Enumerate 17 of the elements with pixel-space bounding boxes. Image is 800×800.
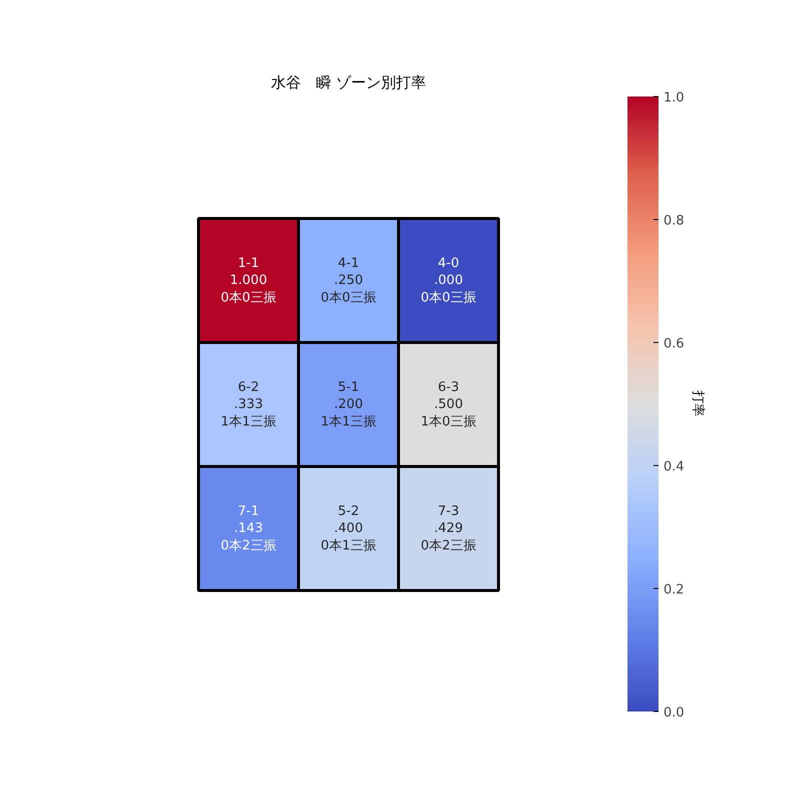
data-label: 1-1 1.000 0本0三振 <box>220 256 276 306</box>
data-label: 6-2 .333 1本1三振 <box>220 380 276 430</box>
data-label: 7-3 .429 0本2三振 <box>420 504 476 554</box>
data-label: 7-1 .143 0本2三振 <box>220 504 276 554</box>
data-label: 5-2 .400 0本1三振 <box>320 504 376 554</box>
color-bar-label: 0.6 <box>664 336 684 352</box>
color-bar-label: 1.0 <box>664 90 684 106</box>
data-label: 4-0 .000 0本0三振 <box>420 256 476 306</box>
color-bar-label: 0.0 <box>664 706 684 720</box>
color-bar-label: 0.8 <box>664 214 684 228</box>
chart-title: 水谷 瞬 ゾーン別打率 <box>271 74 426 92</box>
data-label: 5-1 .200 1本1三振 <box>320 380 376 430</box>
color-bar-label: 0.2 <box>664 582 684 598</box>
color-bar-label: 0.4 <box>664 460 684 474</box>
data-label: 4-1 .250 0本0三振 <box>320 256 376 306</box>
color-bar-title: 打率 <box>690 390 706 416</box>
data-label: 6-3 .500 1本0三振 <box>420 380 476 430</box>
